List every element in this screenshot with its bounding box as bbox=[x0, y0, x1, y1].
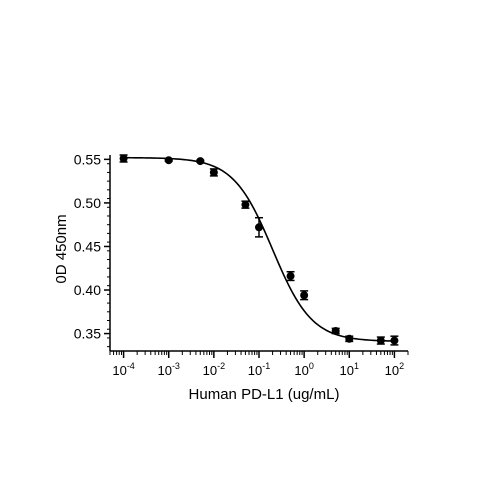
data-point bbox=[119, 154, 128, 163]
y-tick-label: 0.35 bbox=[74, 326, 101, 342]
x-tick-label: 100 bbox=[294, 361, 313, 378]
data-point bbox=[345, 334, 354, 343]
data-point bbox=[286, 270, 295, 282]
data-point bbox=[164, 156, 173, 165]
data-point bbox=[255, 216, 263, 238]
data-point bbox=[300, 290, 309, 301]
data-marker bbox=[196, 157, 205, 166]
data-point bbox=[196, 157, 205, 166]
x-tick-label: 10-3 bbox=[157, 361, 179, 378]
data-marker bbox=[286, 272, 295, 281]
data-point bbox=[390, 335, 399, 346]
y-axis-label: 0D 450nm bbox=[53, 214, 70, 283]
x-tick-label: 10-1 bbox=[248, 361, 270, 378]
x-axis-label: Human PD-L1 (ug/mL) bbox=[189, 386, 340, 403]
y-tick-label: 0.45 bbox=[74, 238, 101, 254]
data-marker bbox=[331, 326, 340, 335]
y-tick-label: 0.55 bbox=[74, 151, 101, 167]
data-point bbox=[376, 336, 385, 345]
data-marker bbox=[164, 156, 173, 165]
data-marker bbox=[209, 168, 218, 177]
data-point bbox=[331, 326, 340, 335]
x-tick-label: 101 bbox=[340, 361, 359, 378]
data-marker bbox=[390, 336, 399, 345]
data-marker bbox=[345, 334, 354, 343]
fit-curve bbox=[123, 156, 395, 342]
data-marker bbox=[119, 154, 128, 163]
data-point bbox=[209, 168, 218, 177]
data-point bbox=[241, 200, 250, 209]
y-tick-label: 0.40 bbox=[74, 282, 101, 298]
y-tick-label: 0.50 bbox=[74, 195, 101, 211]
x-tick-label: 102 bbox=[385, 361, 404, 378]
x-tick-label: 10-4 bbox=[112, 361, 134, 378]
data-marker bbox=[376, 336, 385, 345]
data-marker bbox=[300, 291, 309, 300]
x-tick-label: 10-2 bbox=[203, 361, 225, 378]
x-axis: 10-4 10-3 10-2 10-1 100 101 102 bbox=[109, 350, 409, 378]
data-marker bbox=[255, 223, 263, 232]
data-marker bbox=[241, 200, 250, 209]
y-axis: 0.35 0.40 0.45 0.50 0.55 bbox=[74, 151, 111, 351]
